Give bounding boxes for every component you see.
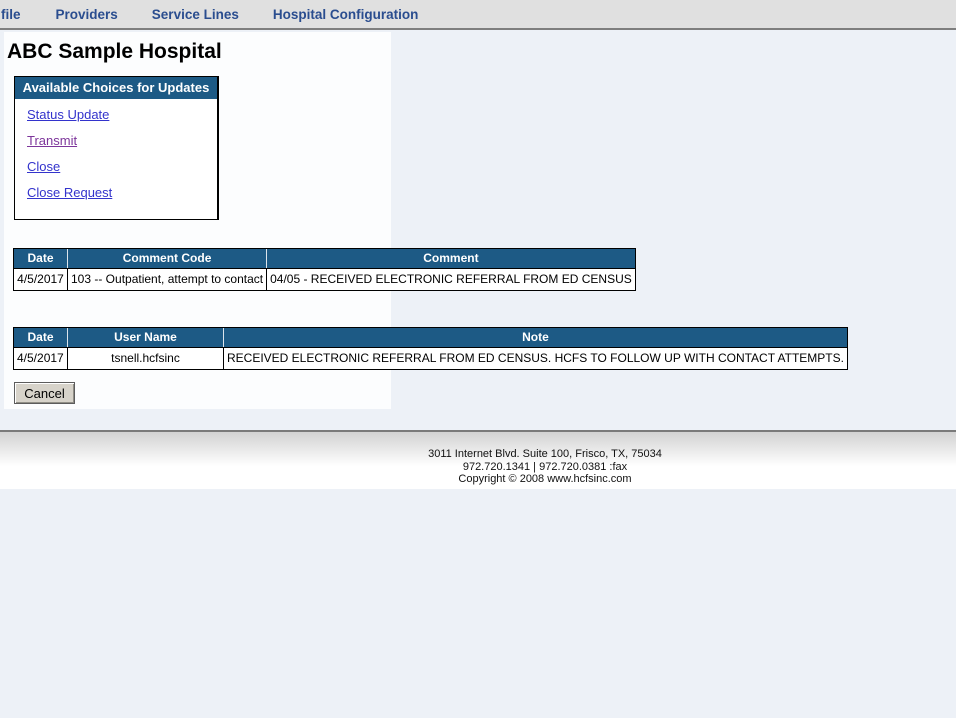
top-navbar: file Providers Service Lines Hospital Co… [0,0,956,30]
notes-table: Date User Name Note 4/5/2017 tsnell.hcfs… [13,327,848,370]
notes-header-date: Date [14,328,67,347]
comments-table: Date Comment Code Comment 4/5/2017 103 -… [13,248,636,291]
footer-address: 3011 Internet Blvd. Suite 100, Frisco, T… [428,448,662,460]
notes-header-user-name: User Name [67,328,223,347]
link-status-update[interactable]: Status Update [27,107,110,122]
link-close-request[interactable]: Close Request [27,185,113,200]
comments-header-comment: Comment [266,249,635,268]
available-choices-box: Available Choices for Updates Status Upd… [14,76,219,220]
available-choices-header: Available Choices for Updates [15,77,217,99]
note-text-cell: RECEIVED ELECTRONIC REFERRAL FROM ED CEN… [223,347,847,369]
comments-table-row: 4/5/2017 103 -- Outpatient, attempt to c… [14,268,635,290]
footer-text-block: 3011 Internet Blvd. Suite 100, Frisco, T… [0,448,956,486]
note-user-cell: tsnell.hcfsinc [67,347,223,369]
comment-code-cell: 103 -- Outpatient, attempt to contact [67,268,267,290]
nav-item-service-lines[interactable]: Service Lines [151,6,239,22]
page-title: ABC Sample Hospital [7,40,222,63]
content-bottom-spacer [0,404,956,430]
comments-header-date: Date [14,249,67,268]
notes-table-header-row: Date User Name Note [14,328,847,347]
comments-header-comment-code: Comment Code [67,249,267,268]
main-content: ABC Sample Hospital Available Choices fo… [0,30,956,430]
comment-text-cell: 04/05 - RECEIVED ELECTRONIC REFERRAL FRO… [266,268,635,290]
link-transmit[interactable]: Transmit [27,133,78,148]
cancel-button[interactable]: Cancel [14,382,75,404]
notes-header-note: Note [223,328,847,347]
footer-copyright: Copyright © 2008 www.hcfsinc.com [458,473,632,485]
page-footer: 3011 Internet Blvd. Suite 100, Frisco, T… [0,430,956,489]
nav-item-file[interactable]: file [1,6,21,22]
footer-phone: 972.720.1341 | 972.720.0381 :fax [462,460,628,473]
nav-item-hospital-configuration[interactable]: Hospital Configuration [272,6,419,22]
link-close[interactable]: Close [27,159,61,174]
comments-table-header-row: Date Comment Code Comment [14,249,635,268]
notes-table-row: 4/5/2017 tsnell.hcfsinc RECEIVED ELECTRO… [14,347,847,369]
available-choices-links: Status Update Transmit Close Close Reque… [15,99,217,219]
nav-item-providers[interactable]: Providers [55,6,118,22]
note-date-cell: 4/5/2017 [14,347,67,369]
comment-date-cell: 4/5/2017 [14,268,67,290]
